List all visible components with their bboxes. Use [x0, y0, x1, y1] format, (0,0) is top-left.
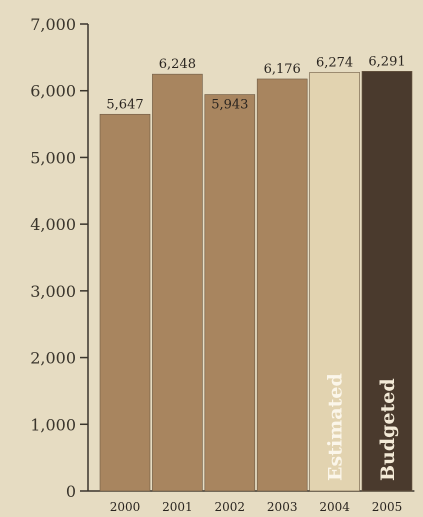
bar-2003: [256, 78, 308, 492]
x-tick-label-2002: 2002: [215, 500, 246, 514]
y-tick-label: 1,000: [30, 415, 76, 434]
data-label-2000: 5,647: [106, 97, 143, 112]
x-tick-label-2000: 2000: [110, 500, 141, 514]
bar-2002: [204, 94, 256, 492]
y-tick-label: 7,000: [30, 15, 76, 34]
labels: 5,647 2000 6,248 2001 5,943 2002 6,176 2003 6,27…: [106, 54, 405, 514]
bar-2004: [309, 72, 360, 492]
y-tick-label: 2,000: [30, 349, 76, 368]
data-label-2005: 6,291: [368, 54, 405, 69]
bar-2000: [99, 113, 151, 492]
y-tick-label: 0: [66, 482, 76, 501]
data-label-2004: 6,274: [316, 55, 353, 70]
data-label-2001: 6,248: [159, 57, 196, 72]
y-tick-label: 3,000: [30, 282, 76, 301]
data-label-2002: 5,943: [211, 98, 248, 113]
data-label-2003: 6,176: [264, 62, 301, 77]
y-tick-label: 4,000: [30, 215, 76, 234]
y-tick-label: 6,000: [30, 82, 76, 101]
bar-note-2005: Budgeted: [377, 378, 399, 481]
y-tick-label: 5,000: [30, 148, 76, 167]
bars: [99, 71, 413, 492]
x-tick-label-2001: 2001: [162, 500, 193, 514]
x-tick-label-2004: 2004: [319, 500, 350, 514]
x-tick-label-2003: 2003: [267, 500, 298, 514]
bar-2005: [361, 71, 413, 492]
bar-note-2004: Estimated: [325, 373, 347, 481]
x-tick-label-2005: 2005: [372, 500, 403, 514]
bar-2001: [152, 73, 203, 492]
